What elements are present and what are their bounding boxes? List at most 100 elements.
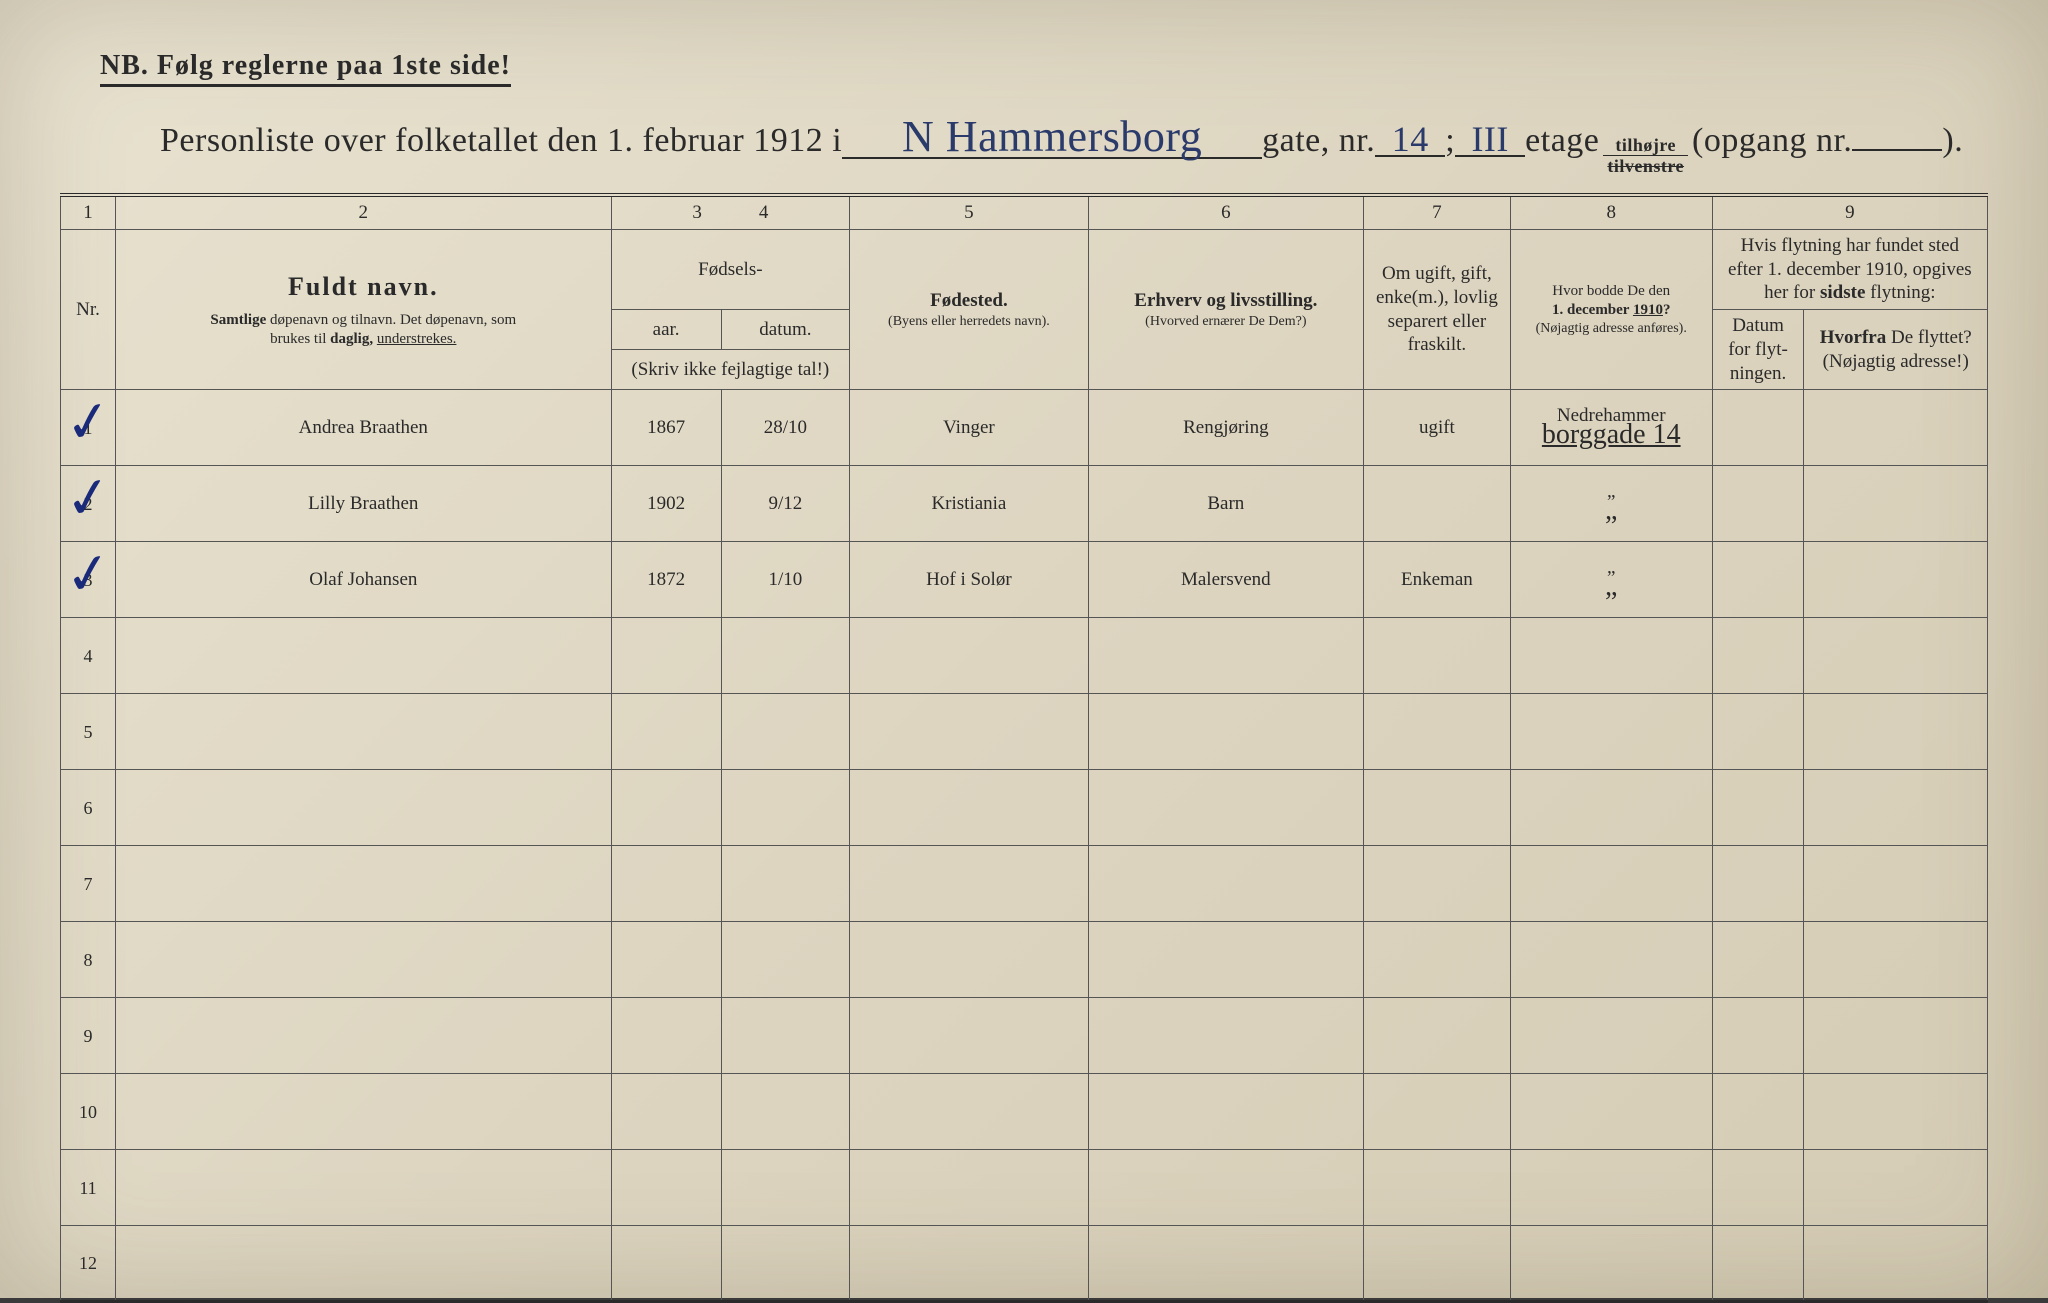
address-1910: „„ (1510, 466, 1712, 542)
occupation (1088, 694, 1363, 770)
birth-date: 28/10 (721, 390, 849, 466)
civil-status (1363, 922, 1510, 998)
hdr-civil: Om ugift, gift, enke(m.), lovlig separer… (1363, 229, 1510, 390)
birthplace (850, 694, 1089, 770)
move-date (1712, 1150, 1804, 1226)
census-form-page: NB. Følg reglerne paa 1ste side! Personl… (0, 0, 2048, 1298)
birth-year (611, 922, 721, 998)
move-date (1712, 922, 1804, 998)
row-number: 3✓ (61, 542, 116, 618)
name: Lilly Braathen (116, 466, 612, 542)
row-number: 2✓ (61, 466, 116, 542)
row-number: 8 (61, 922, 116, 998)
name (116, 618, 612, 694)
move-date (1712, 1226, 1804, 1302)
hdr-move-from: Hvorfra De flyttet?(Nøjagtig adresse!) (1804, 310, 1988, 390)
name (116, 770, 612, 846)
occupation (1088, 770, 1363, 846)
occupation (1088, 922, 1363, 998)
hdr-move-date: Datumfor flyt-ningen. (1712, 310, 1804, 390)
move-from (1804, 922, 1988, 998)
hdr-aar-note: (Skriv ikke fejlagtige tal!) (611, 350, 850, 390)
birth-year (611, 1074, 721, 1150)
civil-status (1363, 466, 1510, 542)
colnum-7: 7 (1363, 195, 1510, 229)
occupation (1088, 618, 1363, 694)
opgang-label: (opgang nr. (1692, 122, 1852, 160)
move-from (1804, 998, 1988, 1074)
address-1910 (1510, 1074, 1712, 1150)
table-row: 5 (61, 694, 1988, 770)
birth-date (721, 1226, 849, 1302)
row-number: 1✓ (61, 390, 116, 466)
table-header: 1 2 3 4 5 6 7 8 9 Nr. Fuldt navn. Samtli… (61, 195, 1988, 390)
hdr-name-sub: Samtlige døpenavn og tilnavn. Det døpena… (122, 311, 605, 349)
row-number: 5 (61, 694, 116, 770)
move-from (1804, 1150, 1988, 1226)
birthplace: Kristiania (850, 466, 1089, 542)
hdr-aar: aar. (611, 310, 721, 350)
birth-year (611, 694, 721, 770)
birthplace (850, 1226, 1089, 1302)
birth-date (721, 1074, 849, 1150)
table-row: 1✓Andrea Braathen186728/10VingerRengjøri… (61, 390, 1988, 466)
birth-date: 9/12 (721, 466, 849, 542)
colnum-8: 8 (1510, 195, 1712, 229)
name (116, 1150, 612, 1226)
move-date (1712, 542, 1804, 618)
name (116, 922, 612, 998)
hdr-erhverv: Erhverv og livsstilling. (Hvorved ernære… (1088, 229, 1363, 390)
hdr-name-title: Fuldt navn. (122, 271, 605, 304)
nb-instruction: NB. Følg reglerne paa 1ste side! (100, 50, 511, 87)
row-number: 6 (61, 770, 116, 846)
colnum-9: 9 (1712, 195, 1987, 229)
table-row: 10 (61, 1074, 1988, 1150)
hdr-nr: Nr. (61, 229, 116, 390)
birth-year: 1872 (611, 542, 721, 618)
move-date (1712, 618, 1804, 694)
side-top: tilhøjre (1603, 136, 1688, 156)
gate-label: gate, nr. (1262, 122, 1375, 160)
birthplace (850, 846, 1089, 922)
move-from (1804, 846, 1988, 922)
birth-year (611, 1150, 721, 1226)
form-title: Personliste over folketallet den 1. febr… (160, 117, 1988, 175)
colnum-1: 1 (61, 195, 116, 229)
row-number: 12 (61, 1226, 116, 1302)
move-from (1804, 390, 1988, 466)
birthplace (850, 1074, 1089, 1150)
birth-date (721, 1150, 849, 1226)
colnum-5: 5 (850, 195, 1089, 229)
street-name-hand: N Hammersborg (842, 117, 1262, 159)
birth-year: 1867 (611, 390, 721, 466)
name (116, 1226, 612, 1302)
etage-hand: III (1455, 123, 1525, 157)
row-number: 7 (61, 846, 116, 922)
birthplace (850, 770, 1089, 846)
move-from (1804, 542, 1988, 618)
hdr-addr1910: Hvor bodde De den1. december 1910? (Nøja… (1510, 229, 1712, 390)
colnum-2: 2 (116, 195, 612, 229)
table-row: 6 (61, 770, 1988, 846)
name (116, 998, 612, 1074)
table-row: 12 (61, 1226, 1988, 1302)
side-bot: tilvenstre (1603, 156, 1688, 175)
colnum-6: 6 (1088, 195, 1363, 229)
address-1910-line2: „ (1517, 573, 1706, 601)
civil-status (1363, 998, 1510, 1074)
move-from (1804, 694, 1988, 770)
table-body: 1✓Andrea Braathen186728/10VingerRengjøri… (61, 390, 1988, 1302)
header-row-1: Nr. Fuldt navn. Samtlige døpenavn og til… (61, 229, 1988, 309)
birth-year (611, 770, 721, 846)
move-date (1712, 390, 1804, 466)
name (116, 846, 612, 922)
occupation: Barn (1088, 466, 1363, 542)
title-end: ). (1942, 122, 1963, 160)
move-date (1712, 466, 1804, 542)
occupation (1088, 846, 1363, 922)
birth-date (721, 922, 849, 998)
move-date (1712, 694, 1804, 770)
occupation (1088, 1150, 1363, 1226)
move-date (1712, 770, 1804, 846)
address-1910: Nedrehammerborggade 14 (1510, 390, 1712, 466)
